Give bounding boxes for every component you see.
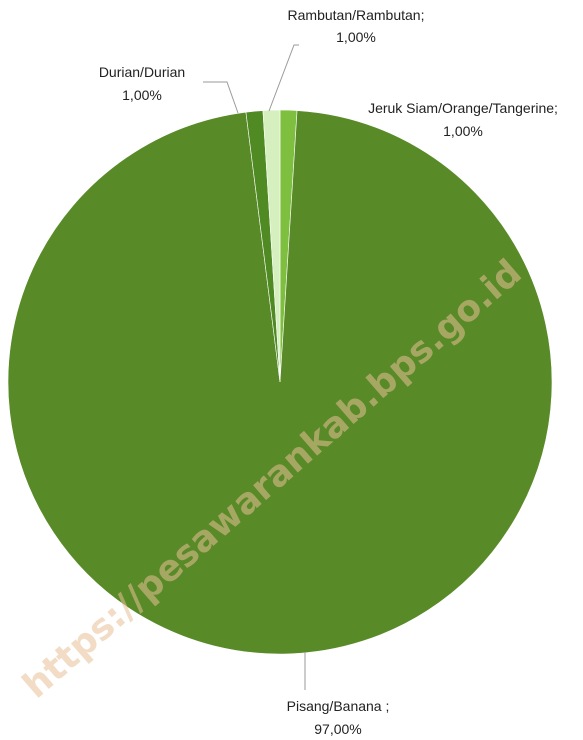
slice-label-pisang-value: 97,00% <box>314 721 361 737</box>
slice-label-durian-name: Durian/Durian <box>99 64 185 80</box>
slice-label-rambutan-value: 1,00% <box>336 29 376 45</box>
slice-label-pisang-name: Pisang/Banana ; <box>287 698 390 714</box>
leader-line-durian <box>203 81 239 114</box>
pie-slice-pisang <box>7 110 553 655</box>
slice-label-durian-value: 1,00% <box>122 87 162 103</box>
slice-label-jeruk-value: 1,00% <box>443 123 483 139</box>
slice-label-rambutan-name: Rambutan/Rambutan; <box>288 7 425 23</box>
pie-slice-rambutan <box>262 109 281 383</box>
leader-line-rambutan <box>268 44 299 112</box>
slice-label-jeruk-name: Jeruk Siam/Orange/Tangerine; <box>368 100 558 116</box>
pie-slices <box>7 109 553 655</box>
